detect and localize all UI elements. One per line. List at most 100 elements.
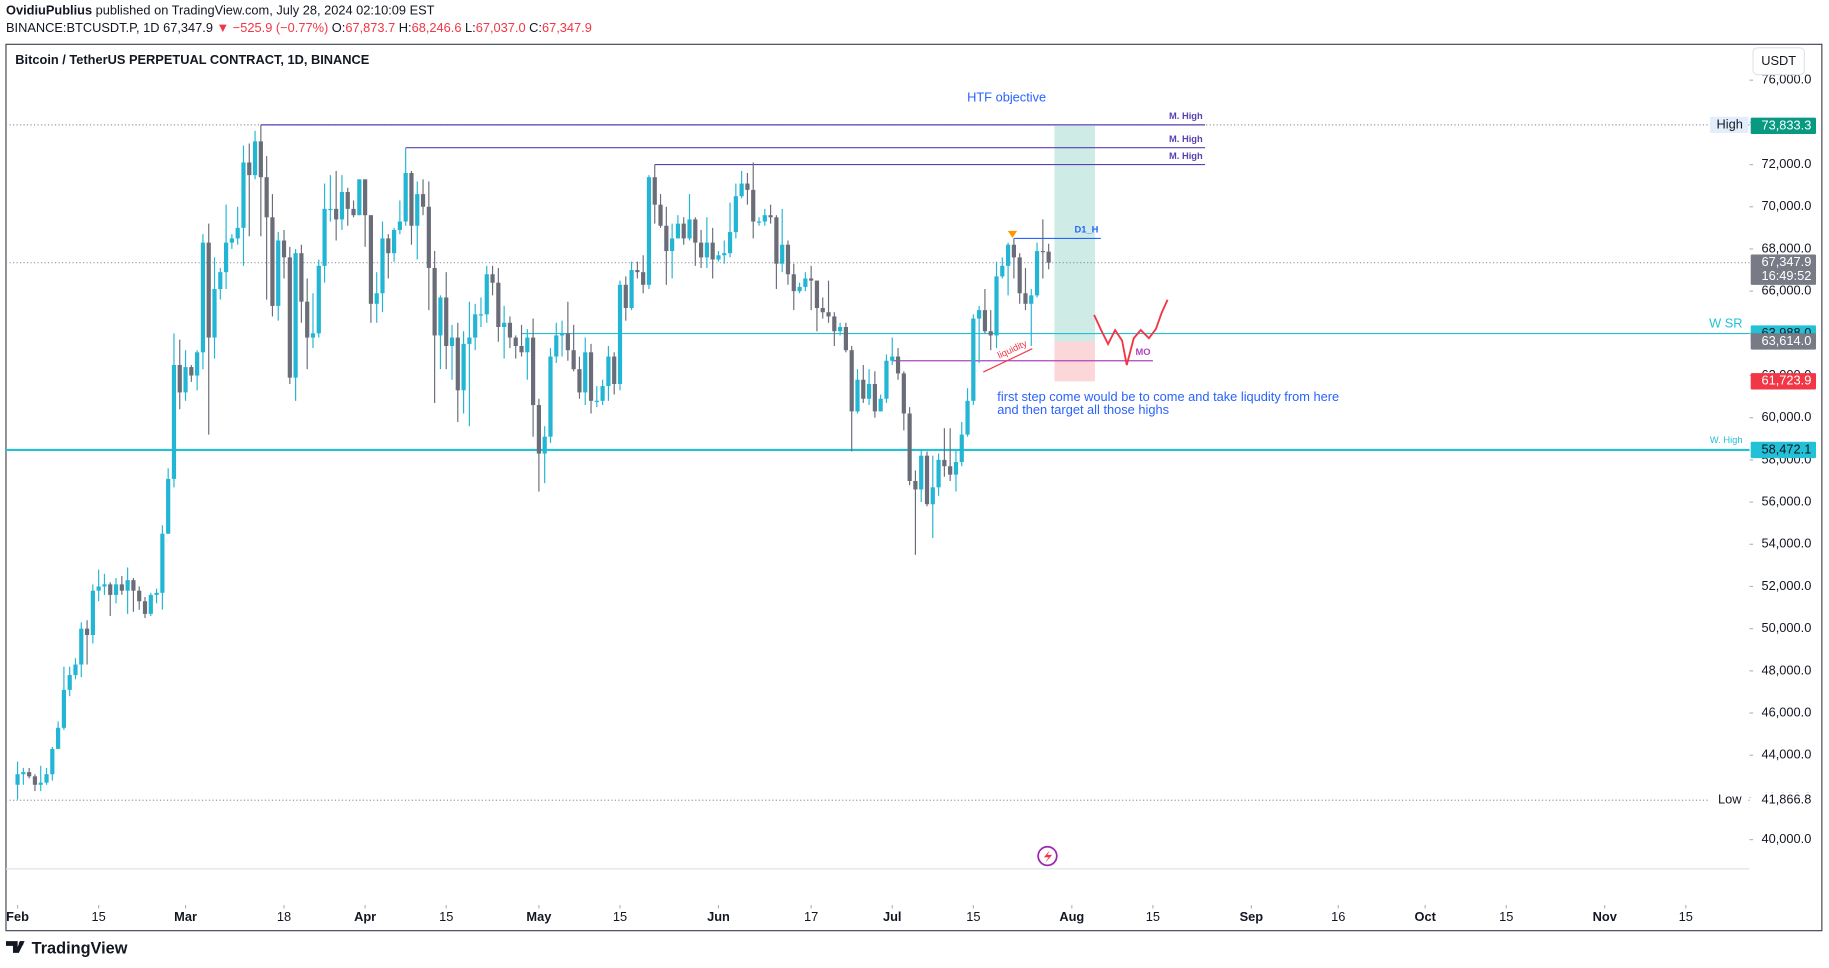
candle-body: [588, 352, 594, 401]
candle-body: [809, 278, 814, 281]
candle-body: [681, 223, 686, 239]
candle-body: [455, 337, 460, 391]
candle-body: [525, 337, 530, 353]
candle-body: [559, 333, 565, 336]
x-tick-label: 15: [966, 909, 980, 924]
candle-body: [241, 162, 246, 228]
candle-body: [936, 459, 941, 488]
candle-body: [484, 274, 489, 315]
chart-title: Bitcoin / TetherUS PERPETUAL CONTRACT, 1…: [15, 52, 369, 67]
candle-body: [125, 580, 130, 591]
x-tick-label: Aug: [1059, 909, 1084, 924]
price-badge: [1750, 333, 1817, 350]
currency[interactable]: USDT: [1761, 53, 1796, 68]
candle-body: [490, 274, 495, 283]
price-tag: [1709, 792, 1749, 809]
candle-body: [901, 373, 906, 414]
candle-body: [687, 219, 692, 239]
price-tag-label: High: [1717, 116, 1743, 131]
candle-body: [160, 533, 165, 593]
candle-body: [397, 221, 402, 230]
position-stop: [1054, 341, 1095, 382]
candle-body: [907, 413, 912, 481]
candle-body: [67, 675, 72, 690]
candle-body: [710, 242, 715, 260]
candle-body: [328, 208, 333, 211]
price-badge-label: 63,614.0: [1761, 333, 1811, 348]
candle-body: [391, 229, 397, 254]
x-tick-label: 15: [613, 909, 627, 924]
candle-body: [334, 208, 339, 220]
candle-body: [502, 322, 507, 328]
candle-body: [693, 219, 698, 243]
candle-body: [733, 196, 738, 233]
candle-body: [965, 400, 970, 435]
candle-body: [977, 310, 982, 319]
candle-body: [507, 322, 513, 338]
candle-body: [113, 584, 119, 595]
liquidity-label: liquidity: [996, 338, 1029, 360]
candle-body: [339, 191, 345, 220]
candle-body: [797, 286, 802, 292]
change: ▼ −525.9 (−0.77%): [217, 21, 329, 36]
price-badge: [1750, 254, 1817, 285]
y-tick-label: 76,000.0: [1761, 72, 1811, 87]
candle-body: [276, 240, 281, 306]
candle-body: [843, 327, 849, 351]
candle-body: [913, 480, 918, 490]
candle-body: [84, 628, 90, 635]
candle-body: [675, 223, 681, 239]
candle-body: [357, 179, 362, 216]
candle-body: [218, 272, 223, 290]
candle-body: [195, 352, 200, 376]
level-label: M. High: [1169, 111, 1203, 121]
y-tick-label: 44,000.0: [1761, 747, 1811, 762]
candle-body: [1046, 251, 1051, 263]
candle-body: [1034, 251, 1040, 296]
y-tick-label: 46,000.0: [1761, 704, 1811, 719]
candle-body: [814, 280, 820, 309]
candle-body: [716, 255, 721, 260]
y-tick-label: 50,000.0: [1761, 620, 1811, 635]
x-tick-label: Oct: [1414, 909, 1436, 924]
candle-body: [531, 337, 536, 406]
l-label: L:: [465, 21, 476, 36]
price-badge: [1750, 441, 1817, 459]
candle-body: [438, 297, 443, 336]
candle-body: [612, 356, 617, 384]
candle-body: [872, 383, 877, 412]
x-tick-label: 15: [1679, 909, 1693, 924]
marker: [1007, 230, 1018, 238]
candle-body: [1011, 244, 1016, 258]
symbol: BINANCE:BTCUSDT.P, 1D: [6, 21, 160, 36]
currency-button[interactable]: [1752, 47, 1805, 76]
candle-body: [542, 436, 547, 454]
candle-body: [310, 333, 316, 338]
candle-body: [658, 204, 663, 226]
y-tick-label: 72,000.0: [1761, 156, 1811, 171]
y-tick-label: 56,000.0: [1761, 493, 1811, 508]
candle-body: [548, 356, 553, 437]
candle-body: [1040, 251, 1045, 253]
candle-body: [299, 253, 304, 302]
price-tag: [1709, 116, 1749, 134]
candle-body: [803, 278, 808, 287]
candle-body: [959, 434, 964, 463]
level-label: W SR: [1709, 316, 1742, 331]
candle-body: [171, 364, 177, 479]
candle-body: [293, 253, 298, 378]
pane-border: [5, 43, 1823, 932]
x-tick-label: Jun: [707, 909, 730, 924]
candle-body: [536, 405, 541, 454]
candle-body: [119, 584, 124, 591]
candle-body: [189, 367, 194, 376]
y-tick-label: 52,000.0: [1761, 578, 1811, 593]
header-quote: BINANCE:BTCUSDT.P, 1D 67,347.9 ▼ −525.9 …: [6, 21, 592, 36]
x-tick-label: 15: [1146, 909, 1160, 924]
event-icon[interactable]: [1037, 845, 1058, 867]
candle-body: [56, 727, 61, 749]
candle-body: [212, 289, 217, 338]
candle-body: [137, 590, 142, 602]
candle-body: [1023, 293, 1028, 304]
